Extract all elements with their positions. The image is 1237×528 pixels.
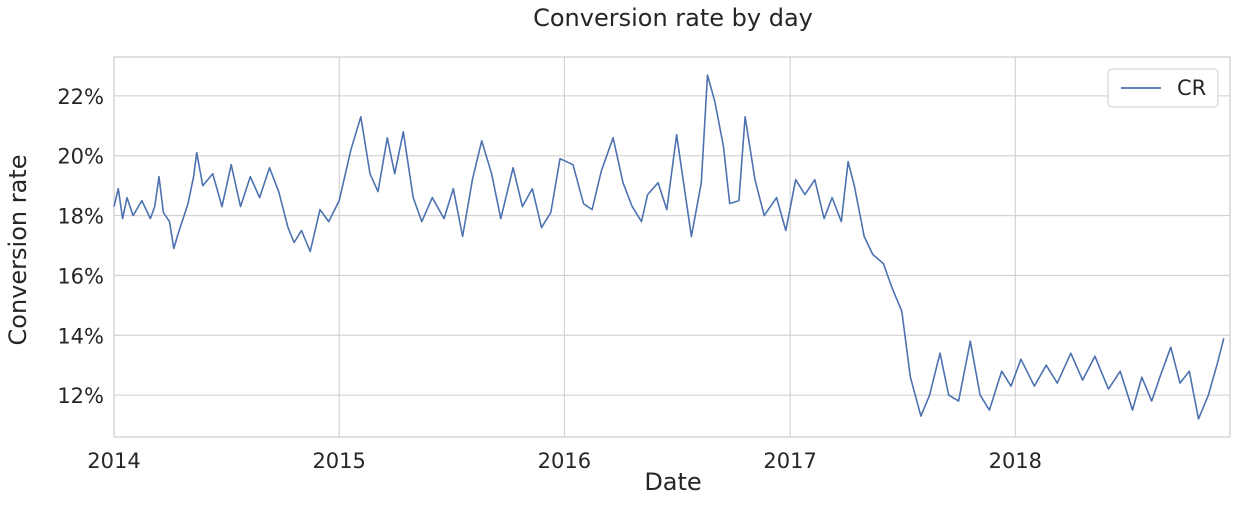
x-tick-label: 2014: [87, 449, 140, 473]
x-axis: 2014 2015 2016 2017 2018: [87, 449, 1042, 473]
x-tick-label: 2018: [989, 449, 1042, 473]
y-tick-label: 12%: [57, 384, 104, 408]
y-tick-label: 22%: [57, 85, 104, 109]
y-tick-label: 18%: [57, 205, 104, 229]
y-axis-label: Conversion rate: [4, 155, 32, 346]
grid: [113, 57, 1230, 437]
legend: CR: [1107, 68, 1219, 108]
legend-box: [1107, 68, 1219, 108]
y-axis: 12% 14% 16% 18% 20% 22%: [57, 85, 104, 408]
chart-title: Conversion rate by day: [533, 4, 813, 32]
y-tick-label: 14%: [57, 324, 104, 348]
x-tick-label: 2015: [312, 449, 365, 473]
y-tick-label: 20%: [57, 145, 104, 169]
x-axis-label: Date: [644, 468, 701, 496]
series-line-cr: [113, 74, 1225, 420]
x-tick-label: 2016: [538, 449, 591, 473]
legend-label-cr: CR: [1177, 76, 1206, 100]
plot-frame: [113, 56, 1231, 438]
y-tick-label: 16%: [57, 264, 104, 288]
x-tick-label: 2017: [763, 449, 816, 473]
